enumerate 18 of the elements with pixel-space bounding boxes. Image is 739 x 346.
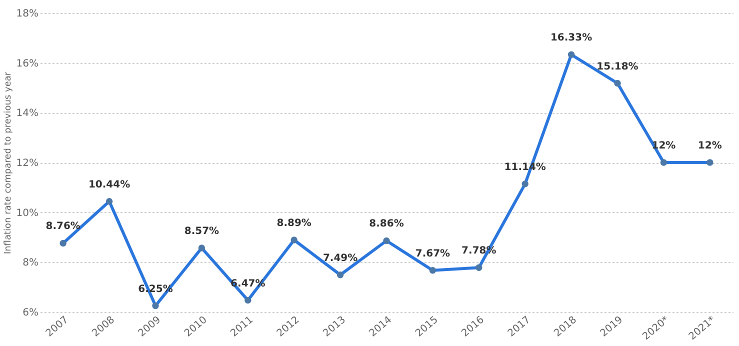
- y-tick-label: 14%: [16, 108, 38, 120]
- data-label: 16.33%: [550, 32, 592, 44]
- data-label: 8.86%: [369, 218, 404, 230]
- data-label: 7.49%: [322, 252, 358, 264]
- data-label: 7.67%: [415, 248, 450, 260]
- data-label: 12%: [698, 140, 722, 152]
- y-axis-title: Inflation rate compared to previous year: [3, 72, 14, 254]
- data-label: 8.89%: [276, 218, 312, 229]
- data-label: 8.76%: [46, 221, 80, 232]
- y-tick-label: 10%: [16, 208, 38, 219]
- data-label: 15.18%: [596, 61, 638, 72]
- y-tick-label: 18%: [16, 8, 38, 20]
- data-label: 10.44%: [88, 179, 130, 190]
- y-tick-label: 16%: [16, 58, 38, 70]
- y-tick-label: 12%: [16, 158, 38, 169]
- y-tick-label: 8%: [22, 258, 38, 269]
- y-tick-label: 6%: [22, 308, 38, 318]
- data-label: 8.57%: [184, 226, 220, 237]
